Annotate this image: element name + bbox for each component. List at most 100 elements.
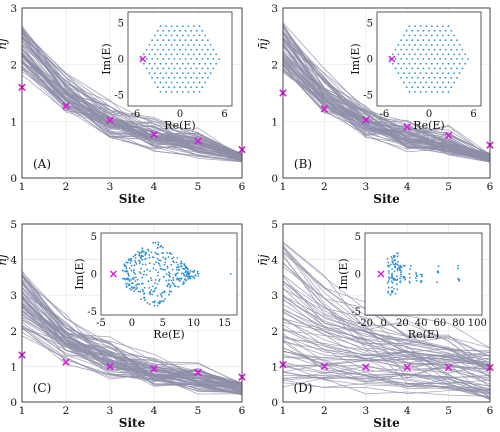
curve-line	[21, 29, 243, 159]
spectrum-point	[167, 282, 170, 285]
spectrum-point	[151, 58, 154, 60]
marker-x	[403, 123, 411, 131]
spectrum-point	[442, 91, 444, 93]
curve-line	[21, 44, 243, 162]
inset-x-tick: -20	[357, 318, 373, 329]
spectrum-point	[417, 39, 419, 42]
spectrum-point	[156, 29, 159, 32]
spectrum-point	[419, 273, 422, 276]
spectrum-point	[181, 81, 184, 84]
y-tick-label: 0	[10, 397, 17, 409]
curve-line	[282, 242, 491, 370]
spectrum-point	[419, 81, 422, 84]
spectrum-point	[181, 53, 184, 56]
spectrum-point	[176, 278, 178, 281]
spectrum-point	[444, 29, 447, 32]
spectrum-point	[403, 44, 405, 46]
spectrum-point	[400, 275, 403, 278]
spectrum-point	[170, 279, 173, 282]
axes-frame	[21, 7, 243, 179]
spectrum-point	[436, 91, 439, 93]
spectrum-point	[185, 269, 188, 272]
marker-stroke	[444, 363, 453, 372]
spectrum-point	[121, 269, 124, 272]
spectrum-point	[166, 265, 169, 268]
spectrum-point	[159, 72, 162, 74]
spectrum-point	[201, 76, 204, 79]
spectrum-point	[125, 285, 128, 288]
curve-line	[282, 371, 491, 397]
spectrum-point	[130, 282, 133, 285]
spectrum-point	[168, 29, 170, 32]
spectrum-point	[156, 294, 159, 297]
inset-x-tick: 6	[221, 109, 227, 120]
spectrum-point	[456, 58, 458, 60]
spectrum-point	[201, 58, 204, 60]
curve-line	[21, 283, 243, 389]
spectrum-point	[389, 263, 392, 266]
inset-spectrum: -6 0 6 -5 0 5 Re(E) Im(E)	[349, 11, 482, 132]
spectrum-point	[436, 62, 439, 65]
spectrum-point	[179, 67, 181, 70]
spectrum-point	[148, 262, 151, 265]
spectrum-point	[415, 279, 418, 282]
spectrum-point	[152, 285, 154, 288]
spectrum-point	[437, 271, 440, 274]
spectrum-point	[395, 283, 398, 286]
curve-line	[282, 324, 491, 399]
spectrum-point	[173, 76, 176, 79]
spectrum-point	[193, 62, 195, 65]
spectrum-point	[192, 271, 195, 273]
spectrum-point	[400, 48, 402, 51]
spectrum-point	[436, 72, 439, 74]
x-axis-label: Site	[119, 416, 146, 430]
spectrum-point	[425, 53, 428, 56]
spectrum-point	[456, 39, 458, 42]
spectrum-point	[215, 53, 218, 56]
spectrum-point	[193, 25, 195, 27]
spectrum-point	[408, 72, 411, 74]
y-tick-label: 5	[271, 219, 278, 231]
spectrum-point	[404, 264, 406, 267]
spectrum-point	[156, 76, 159, 79]
marker-x	[106, 362, 114, 371]
spectrum-point	[404, 276, 406, 279]
marker-stroke	[150, 365, 158, 373]
spectrum-point	[121, 277, 124, 280]
curve-line	[282, 55, 491, 159]
spectrum-point	[165, 62, 168, 65]
spectrum-point	[161, 291, 164, 294]
spectrum-point	[387, 290, 389, 293]
spectrum-point	[130, 279, 132, 281]
curve-line	[282, 357, 491, 373]
spectrum-point	[176, 62, 179, 65]
spectrum-point	[138, 262, 141, 265]
spectrum-point	[444, 58, 447, 60]
spectrum-point	[387, 280, 390, 282]
marker-x	[150, 365, 158, 373]
x-tick-label: 1	[280, 181, 287, 193]
spectrum-point	[170, 44, 173, 46]
spectrum-point	[142, 62, 145, 65]
y-tick-label: 1	[10, 116, 17, 128]
spectrum-point	[144, 299, 146, 302]
spectrum-point	[151, 76, 154, 79]
spectrum-point	[148, 303, 151, 305]
spectrum-point	[409, 264, 412, 267]
spectrum-point	[151, 67, 154, 70]
spectrum-point	[168, 67, 170, 70]
spectrum-point	[145, 273, 148, 276]
spectrum-point	[198, 25, 201, 27]
ensemble-curves	[21, 25, 243, 163]
curve-line	[282, 63, 491, 156]
spectrum-point	[172, 256, 175, 259]
spectrum-point	[396, 275, 398, 277]
inset-x-tick: 40	[415, 318, 428, 329]
spectrum-point	[397, 62, 400, 65]
curve-line	[282, 61, 491, 158]
marker-x	[362, 116, 370, 124]
spectrum-point	[152, 242, 155, 244]
spectrum-point	[388, 270, 390, 272]
ensemble-curves	[282, 22, 491, 163]
